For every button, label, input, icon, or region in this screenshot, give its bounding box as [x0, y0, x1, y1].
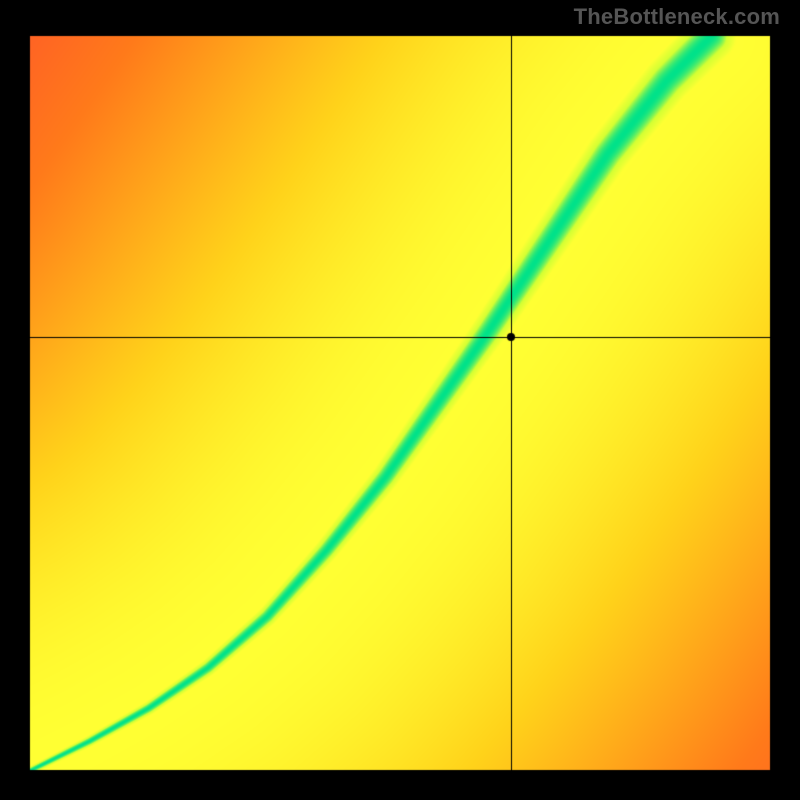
chart-container: TheBottleneck.com — [0, 0, 800, 800]
heatmap-canvas — [0, 0, 800, 800]
watermark-text: TheBottleneck.com — [574, 4, 780, 30]
